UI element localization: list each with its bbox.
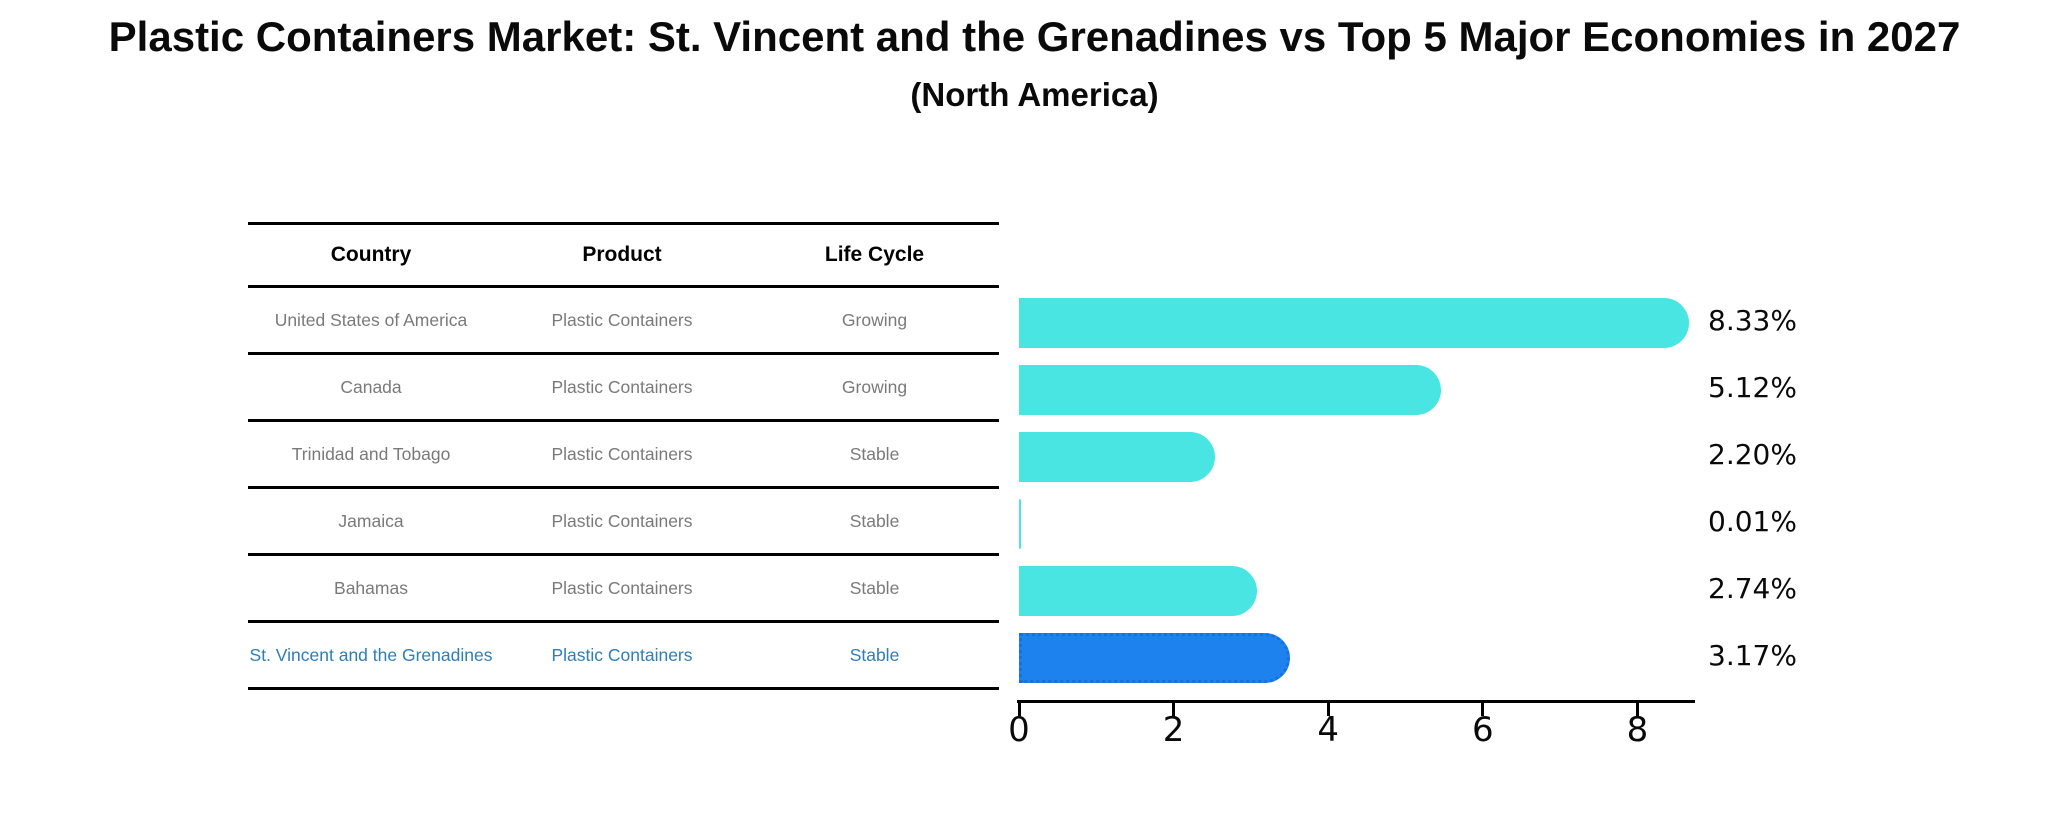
table-cell-country: Jamaica — [338, 510, 404, 531]
table-cell-country: Bahamas — [334, 577, 408, 598]
axis-tick — [1326, 703, 1330, 716]
table-header-life-cycle: Life Cycle — [824, 243, 925, 266]
table-row: St. Vincent and the Grenadines Plastic Co… — [248, 623, 999, 690]
table-cell-life-cycle: Stable — [849, 577, 900, 598]
table-body: United States of America Plastic Containe… — [248, 288, 999, 690]
table-cell-product: Plastic Containers — [551, 309, 693, 330]
table-header-product: Product — [582, 243, 662, 266]
table-cell-product: Plastic Containers — [551, 644, 693, 665]
table-cell-country: Canada — [340, 376, 402, 397]
table-cell-country: Trinidad and Tobago — [291, 443, 451, 464]
chart-subtitle: (North America) — [910, 76, 1159, 113]
table-header-row: Country Product Life Cycle — [248, 225, 999, 288]
x-axis-line — [1017, 700, 1695, 703]
table-cell-product: Plastic Containers — [551, 510, 693, 531]
bar-value-label: 5.12% — [1708, 371, 1797, 404]
table-row: Jamaica Plastic Containers Stable — [248, 489, 999, 556]
table-row: Trinidad and Tobago Plastic Containers Sta… — [248, 422, 999, 489]
axis-tick — [1481, 703, 1485, 716]
bar-highlighted — [1019, 633, 1290, 683]
axis-tick — [1172, 703, 1176, 716]
axis-tick-label: 8 — [1626, 710, 1649, 750]
table-cell-life-cycle: Growing — [841, 376, 908, 397]
table-cell-country: St. Vincent and the Grenadines — [249, 644, 493, 665]
table-cell-product: Plastic Containers — [551, 376, 693, 397]
axis-tick-label: 6 — [1471, 710, 1494, 750]
table-cell-country: United States of America — [274, 309, 468, 330]
table-cell-life-cycle: Growing — [841, 309, 908, 330]
bar-value-label: 2.20% — [1708, 438, 1797, 471]
bar-value-label: 2.74% — [1708, 572, 1797, 605]
table-header-country: Country — [330, 243, 412, 266]
table-cell-product: Plastic Containers — [551, 577, 693, 598]
table-row: Canada Plastic Containers Growing — [248, 355, 999, 422]
table-cell-life-cycle: Stable — [849, 443, 900, 464]
axis-tick — [1635, 703, 1639, 716]
table-row: Bahamas Plastic Containers Stable — [248, 556, 999, 623]
axis-tick — [1017, 703, 1021, 716]
bar — [1019, 298, 1689, 348]
table-cell-product: Plastic Containers — [551, 443, 693, 464]
axis-tick-label: 2 — [1162, 710, 1185, 750]
table-row: United States of America Plastic Containe… — [248, 288, 999, 355]
bar — [1019, 432, 1215, 482]
country-table: Country Product Life Cycle United States o… — [248, 222, 999, 690]
bar-value-label: 8.33% — [1708, 304, 1797, 337]
table-cell-life-cycle: Stable — [849, 510, 900, 531]
axis-tick-label: 4 — [1317, 710, 1339, 750]
bar-value-label: 3.17% — [1708, 639, 1797, 672]
bar — [1019, 499, 1021, 549]
table-cell-life-cycle: Stable — [849, 644, 900, 665]
chart-title: Plastic Containers Market: St. Vincent a… — [108, 13, 1961, 60]
bar-value-label: 0.01% — [1708, 505, 1797, 538]
bar — [1019, 365, 1441, 415]
bar — [1019, 566, 1257, 616]
axis-tick-label: 0 — [1008, 710, 1030, 750]
